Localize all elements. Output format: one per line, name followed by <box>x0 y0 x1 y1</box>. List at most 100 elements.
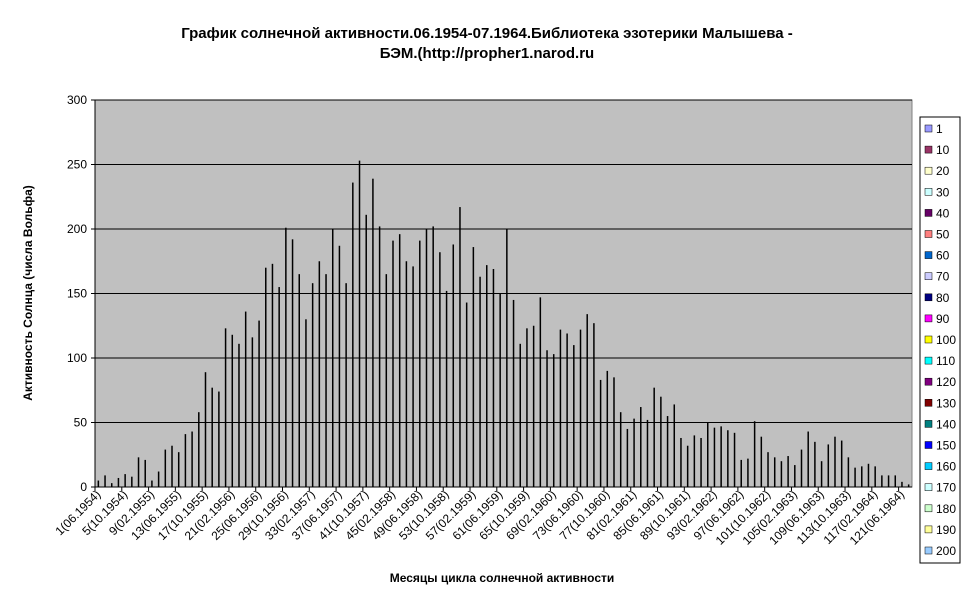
bar <box>278 287 280 487</box>
bar <box>104 475 106 487</box>
bar <box>405 261 408 487</box>
bar <box>800 449 803 487</box>
legend-label: 50 <box>936 228 950 242</box>
legend-label: 140 <box>936 417 956 431</box>
bar <box>506 229 508 487</box>
bar <box>519 343 521 487</box>
bar <box>633 418 635 487</box>
bar <box>700 437 702 487</box>
bar <box>238 343 240 487</box>
bar <box>686 445 689 487</box>
bar <box>593 323 595 487</box>
bar <box>305 319 307 487</box>
y-tick-label: 300 <box>67 93 87 107</box>
bar <box>660 396 662 487</box>
bar <box>619 412 622 487</box>
bar <box>117 477 120 487</box>
legend-swatch <box>924 314 933 323</box>
bar <box>807 431 809 487</box>
bar <box>854 467 856 487</box>
bar <box>251 337 254 487</box>
bar <box>666 416 669 487</box>
bar <box>211 387 213 487</box>
bar <box>338 245 341 487</box>
bar <box>747 458 749 487</box>
legend-label: 40 <box>936 206 950 220</box>
bar <box>767 452 769 487</box>
bar <box>459 207 461 487</box>
legend-label: 80 <box>936 291 950 305</box>
legend-swatch <box>924 420 933 428</box>
bar <box>124 474 126 487</box>
bar <box>137 457 140 487</box>
bar <box>412 266 414 487</box>
bar <box>358 160 361 487</box>
legend-label: 70 <box>936 270 950 284</box>
bar <box>707 422 709 487</box>
bar <box>352 182 354 487</box>
bar <box>131 476 133 487</box>
legend-label: 30 <box>936 185 950 199</box>
bar <box>298 274 300 487</box>
y-tick-label: 250 <box>67 158 87 172</box>
bar <box>901 481 903 487</box>
legend-label: 110 <box>936 354 955 368</box>
bar <box>231 334 234 487</box>
legend-label: 130 <box>936 396 956 410</box>
legend-swatch <box>924 209 933 217</box>
legend-swatch <box>924 504 933 513</box>
bar <box>177 452 180 487</box>
bar <box>847 457 850 487</box>
bar <box>613 377 615 487</box>
legend-swatch <box>924 377 933 386</box>
bar <box>640 407 642 487</box>
bar <box>626 428 629 487</box>
bar <box>191 431 193 487</box>
bar <box>171 445 173 487</box>
bar <box>398 234 401 487</box>
bar <box>874 466 876 487</box>
legend-swatch <box>924 230 933 238</box>
bar <box>218 391 220 487</box>
legend-label: 190 <box>936 523 956 537</box>
bar <box>465 302 468 487</box>
bar <box>204 372 207 487</box>
bar <box>97 480 100 487</box>
bar <box>787 456 789 487</box>
bar <box>559 329 562 487</box>
bar <box>157 471 160 487</box>
bar <box>606 370 609 487</box>
legend-label: 1 <box>936 122 943 136</box>
legend-swatch <box>924 462 933 470</box>
bar <box>285 227 287 487</box>
bar <box>680 437 682 487</box>
bar <box>325 274 327 487</box>
bar <box>331 229 334 487</box>
bar <box>794 465 796 487</box>
bar <box>532 325 535 487</box>
legend-label: 150 <box>936 439 956 453</box>
legend-swatch <box>924 356 933 365</box>
bar <box>780 461 783 487</box>
legend-label: 100 <box>936 333 956 347</box>
bar <box>539 297 542 487</box>
bar <box>566 333 568 487</box>
bar <box>881 475 883 487</box>
bar <box>479 276 481 487</box>
bar <box>693 435 696 487</box>
bar <box>265 267 267 487</box>
bar <box>486 265 488 487</box>
bar <box>673 404 676 487</box>
legend-label: 200 <box>936 544 956 558</box>
bar <box>907 484 910 487</box>
legend-swatch <box>924 483 933 491</box>
legend-swatch <box>924 441 933 449</box>
legend-label: 20 <box>936 164 950 178</box>
y-tick-label: 50 <box>74 416 88 430</box>
bar <box>345 283 347 487</box>
bar <box>512 299 515 487</box>
bar <box>834 436 836 487</box>
bar <box>820 461 823 487</box>
bar <box>472 247 475 487</box>
bar <box>425 229 428 487</box>
